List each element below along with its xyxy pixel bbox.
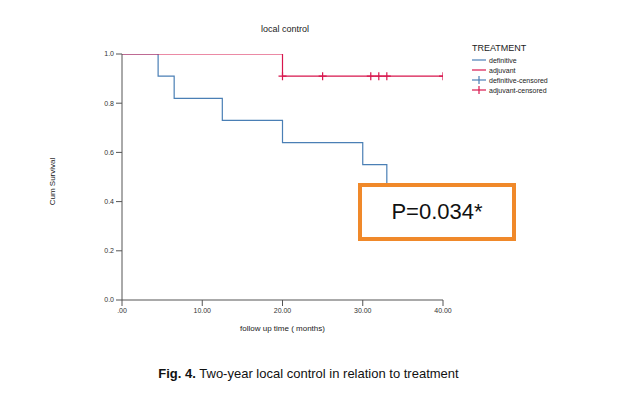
html-text:local control: local control bbox=[261, 24, 309, 34]
html-text:Cum Survival: Cum Survival bbox=[47, 157, 57, 206]
svg-text:0.0: 0.0 bbox=[104, 296, 114, 303]
svg-text:20.00: 20.00 bbox=[274, 307, 292, 314]
svg-text:40.00: 40.00 bbox=[434, 307, 452, 314]
html-text:adjuvant-censored: adjuvant-censored bbox=[489, 86, 547, 94]
svg-text:0.6: 0.6 bbox=[104, 149, 114, 156]
html-text:TREATMENT: TREATMENT bbox=[472, 43, 527, 53]
svg-text:1.0: 1.0 bbox=[104, 50, 114, 57]
svg-text:10.00: 10.00 bbox=[193, 307, 211, 314]
html-text:Fig. 4. Two-year local control: Fig. 4. Two-year local control in relati… bbox=[158, 366, 459, 381]
html-text:definitive-censored: definitive-censored bbox=[489, 76, 548, 84]
svg-text:30.00: 30.00 bbox=[354, 307, 372, 314]
svg-text:.00: .00 bbox=[117, 307, 127, 314]
svg-text:follow up time ( months): follow up time ( months) bbox=[240, 324, 325, 333]
svg-text:0.4: 0.4 bbox=[104, 198, 114, 205]
html-text:P=0.034*: P=0.034* bbox=[391, 199, 483, 224]
html-text:adjuvant: adjuvant bbox=[489, 66, 516, 74]
svg-text:0.2: 0.2 bbox=[104, 247, 114, 254]
html-text:definitive: definitive bbox=[489, 56, 517, 64]
svg-text:0.8: 0.8 bbox=[104, 100, 114, 107]
